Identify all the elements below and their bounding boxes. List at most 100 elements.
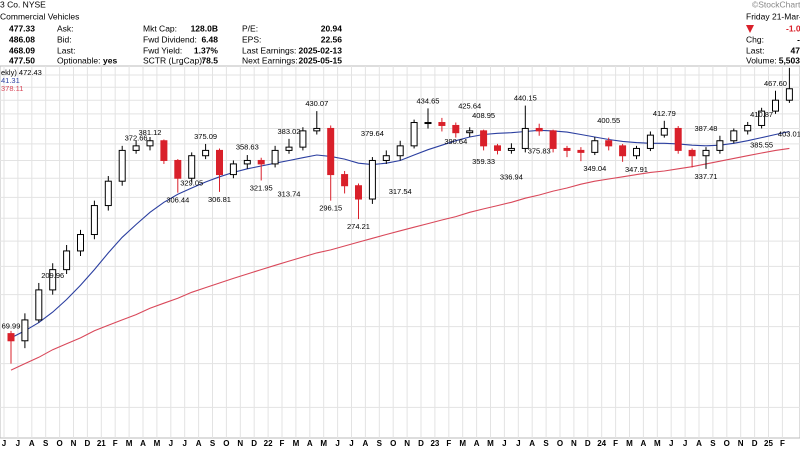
candle-body — [396, 145, 404, 157]
x-tick-label: D — [251, 439, 257, 448]
price-annotation: 412.79 — [653, 109, 676, 118]
x-tick-label: O — [724, 439, 730, 448]
candle-body — [633, 147, 640, 157]
plot-frame — [0, 65, 800, 439]
stat-label: P/E: — [242, 23, 258, 33]
legend-entry: 41.31 — [1, 76, 20, 85]
price-annotation: 375.83 — [528, 146, 551, 155]
x-tick-label: J — [182, 439, 186, 448]
date: Friday 21-Mar- — [746, 11, 800, 21]
candle-body — [63, 250, 71, 271]
candle-body — [563, 147, 571, 151]
quote-value: 477.33 — [9, 23, 35, 33]
candle-body — [118, 149, 126, 182]
price-annotation: 69.99 — [2, 322, 21, 331]
price-annotation: 347.91 — [625, 165, 648, 174]
quote-value: 468.09 — [9, 45, 35, 55]
stat-label: Fwd Yield: — [143, 45, 182, 55]
quote-value: 47 — [791, 45, 800, 55]
x-tick-label: F — [446, 439, 451, 448]
price-annotation: 336.94 — [500, 173, 523, 182]
price-annotation: 375.09 — [194, 132, 217, 141]
candle-body — [174, 159, 182, 179]
moving-average-line — [10, 147, 790, 371]
price-annotation: 306.81 — [208, 195, 231, 204]
x-tick-label: M — [154, 439, 161, 448]
candle-body — [257, 159, 265, 165]
x-tick-label: 24 — [597, 439, 606, 448]
x-tick-label: S — [210, 439, 216, 448]
price-annotation: 408.95 — [472, 111, 495, 120]
candle-body — [772, 99, 779, 112]
candle-body — [410, 122, 418, 147]
x-tick-label: A — [140, 439, 146, 448]
price-annotation: 381.12 — [139, 128, 162, 137]
candle-body — [327, 127, 335, 176]
candle-body — [549, 130, 557, 149]
stat-label: Next Earnings: — [242, 55, 298, 65]
candle-body — [202, 149, 210, 157]
stat-value: 20.94 — [321, 23, 343, 33]
candle-body — [758, 110, 766, 126]
candle-body — [146, 140, 154, 147]
candle-body — [7, 333, 15, 342]
x-tick-label: M — [293, 439, 300, 448]
candle-body — [243, 159, 251, 165]
price-annotation: 337.71 — [695, 172, 718, 181]
candle-body — [104, 180, 112, 207]
x-tick-label: A — [29, 439, 35, 448]
price-annotation: 385.55 — [750, 140, 773, 149]
candle-body — [313, 127, 321, 132]
x-tick-label: S — [377, 439, 383, 448]
candle-body — [188, 155, 196, 179]
x-tick-label: M — [626, 439, 633, 448]
price-annotation: 379.64 — [361, 129, 384, 138]
stat-value: 78.5 — [201, 55, 218, 65]
candle-body — [132, 145, 140, 151]
candle-body — [466, 130, 474, 134]
x-tick-label: M — [487, 439, 494, 448]
x-tick-label: O — [557, 439, 563, 448]
candle-body — [688, 149, 696, 157]
price-annotation: 425.64 — [458, 102, 481, 111]
price-annotation: 306.44 — [166, 195, 189, 204]
x-tick-label: F — [613, 439, 618, 448]
x-tick-label: D — [418, 439, 424, 448]
candle-body — [160, 140, 168, 161]
price-annotation: 403.01 — [778, 130, 800, 139]
x-tick-label: 22 — [264, 439, 273, 448]
candle-body — [438, 122, 446, 126]
candle-body — [21, 319, 29, 342]
candle-body — [424, 122, 432, 125]
stat-label: SCTR (LrgCap): — [143, 55, 204, 65]
quote-value: 486.08 — [9, 34, 35, 44]
x-tick-label: J — [335, 439, 339, 448]
price-annotation: 349.04 — [583, 164, 606, 173]
candle-body — [785, 88, 793, 101]
x-tick-label: O — [390, 439, 396, 448]
candle-body — [299, 130, 307, 148]
quote-label: Chg: — [746, 34, 764, 44]
x-tick-label: J — [16, 439, 20, 448]
candle-body — [49, 269, 57, 291]
x-tick-label: 21 — [97, 439, 106, 448]
stat-value: 2025-02-13 — [299, 45, 343, 55]
x-tick-label: F — [113, 439, 118, 448]
price-annotation: 387.48 — [695, 124, 718, 133]
candle-body — [702, 149, 710, 157]
x-tick-label: J — [349, 439, 353, 448]
candle-body — [521, 127, 529, 149]
quote-label: Last: — [746, 45, 764, 55]
x-tick-label: O — [56, 439, 62, 448]
price-annotation: 400.55 — [597, 116, 620, 125]
stat-label: EPS: — [242, 34, 261, 44]
x-tick-label: 25 — [764, 439, 773, 448]
candle-body — [577, 149, 585, 153]
candle-body — [507, 147, 515, 151]
price-annotation: 410.87 — [750, 110, 773, 119]
x-tick-label: J — [516, 439, 520, 448]
stat-value: 128.0B — [191, 23, 218, 33]
candle-body — [90, 205, 98, 236]
